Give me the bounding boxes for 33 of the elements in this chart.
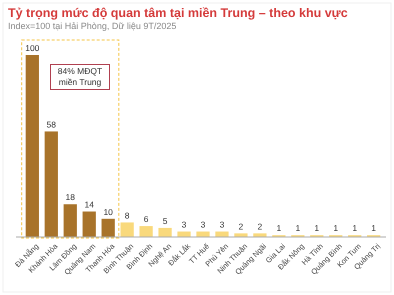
bar — [158, 228, 172, 237]
bar — [177, 232, 191, 237]
bar — [215, 232, 229, 237]
data-label: 1 — [295, 223, 300, 234]
data-label: 1 — [371, 223, 376, 234]
data-label: 5 — [162, 216, 168, 226]
data-label: 3 — [200, 220, 206, 230]
data-label: 14 — [84, 200, 94, 210]
data-label: 1 — [314, 223, 320, 234]
bar — [196, 232, 210, 237]
annotation: 84% MĐQT miền Trung — [50, 64, 110, 90]
bar — [82, 212, 96, 237]
data-label: 1 — [333, 223, 338, 234]
bar — [139, 226, 153, 237]
data-label: 8 — [124, 210, 130, 220]
data-label: 58 — [46, 119, 56, 130]
bar — [102, 218, 115, 237]
chart-subtitle: Index=100 tại Hải Phòng, Dữ liệu 9T/2025 — [8, 21, 176, 31]
data-label: 3 — [220, 220, 225, 230]
data-label: 1 — [352, 223, 358, 234]
data-label: 2 — [258, 221, 263, 232]
bar — [26, 55, 39, 237]
data-label: 2 — [238, 221, 244, 232]
data-label: 3 — [182, 220, 187, 230]
data-label: 10 — [103, 206, 114, 217]
data-label: 18 — [66, 192, 76, 202]
data-label: 100 — [25, 43, 40, 53]
bar — [120, 222, 134, 237]
bar — [64, 204, 77, 237]
chart-title: Tỷ trọng mức độ quan tâm tại miền Trung – theo khu vực — [8, 6, 348, 20]
data-label: 1 — [276, 223, 282, 234]
bar — [44, 131, 58, 237]
data-label: 6 — [144, 214, 149, 224]
